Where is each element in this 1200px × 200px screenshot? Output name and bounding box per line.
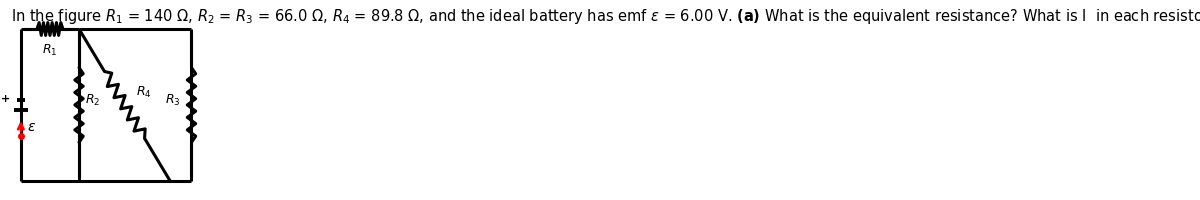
Text: $\varepsilon$: $\varepsilon$ <box>28 120 36 134</box>
Text: $R_3$: $R_3$ <box>166 92 181 108</box>
Text: +: + <box>1 94 11 104</box>
Text: $R_1$: $R_1$ <box>42 43 58 58</box>
Text: $R_4$: $R_4$ <box>136 85 151 100</box>
Text: $R_2$: $R_2$ <box>85 92 101 108</box>
Text: In the figure $R_1$ = 140 $\Omega$, $R_2$ = $R_3$ = 66.0 $\Omega$, $R_4$ = 89.8 : In the figure $R_1$ = 140 $\Omega$, $R_2… <box>11 7 1200 26</box>
